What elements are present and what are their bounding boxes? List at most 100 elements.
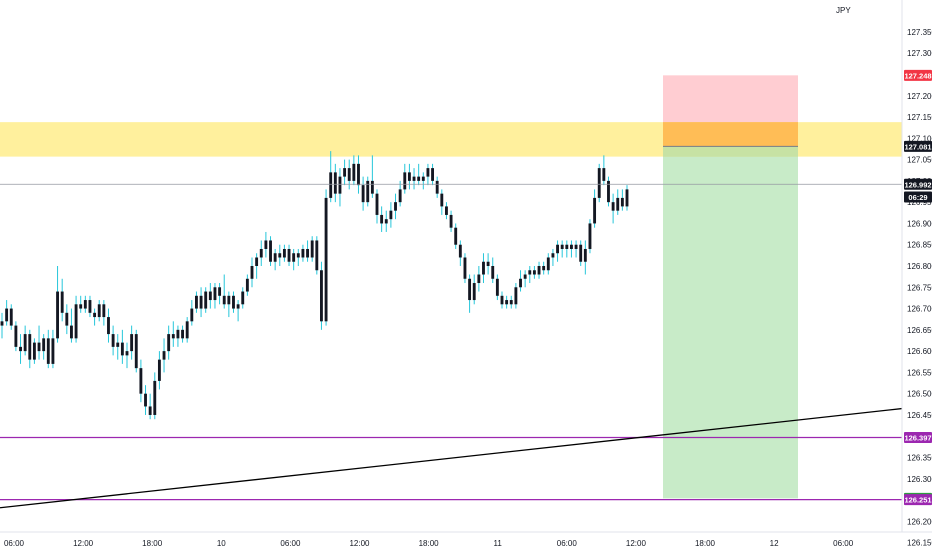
candle[interactable] [352, 155, 356, 186]
candle[interactable] [111, 325, 115, 356]
candle[interactable] [458, 240, 462, 266]
candle[interactable] [574, 240, 578, 258]
candle[interactable] [486, 253, 490, 275]
candle[interactable] [611, 193, 615, 224]
candle[interactable] [171, 321, 175, 347]
candle[interactable] [144, 385, 147, 415]
price-tag[interactable]: 06:29 [904, 191, 932, 203]
candle[interactable] [445, 202, 448, 220]
candle[interactable] [343, 159, 347, 186]
candle[interactable] [42, 334, 46, 360]
candle[interactable] [417, 163, 421, 186]
candle[interactable] [116, 334, 120, 360]
candle[interactable] [560, 240, 564, 258]
candle[interactable] [421, 172, 425, 190]
candle[interactable] [472, 274, 476, 305]
candle[interactable] [449, 210, 453, 232]
candle[interactable] [167, 325, 171, 360]
candle[interactable] [320, 261, 323, 330]
trend-line[interactable] [0, 407, 903, 509]
candle[interactable] [236, 300, 240, 322]
candle[interactable] [287, 244, 291, 266]
candle[interactable] [93, 308, 97, 326]
candle[interactable] [384, 210, 388, 232]
candle[interactable] [431, 163, 434, 186]
candle[interactable] [389, 202, 393, 228]
candle[interactable] [616, 189, 620, 215]
candle[interactable] [583, 240, 587, 275]
candle[interactable] [426, 163, 430, 186]
candle[interactable] [370, 155, 374, 198]
time-axis[interactable]: 06:00 12:00 18:00 10 06:00 12:00 18:00 11 06:00 1… [4, 539, 854, 548]
candle[interactable] [46, 329, 50, 369]
candle[interactable] [227, 291, 231, 318]
candle[interactable] [125, 342, 129, 369]
candle[interactable] [153, 372, 157, 420]
candle[interactable] [514, 283, 518, 309]
candle[interactable] [218, 283, 222, 305]
candle[interactable] [9, 304, 13, 330]
candle[interactable] [157, 351, 161, 390]
candle[interactable] [162, 338, 166, 373]
candle[interactable] [60, 278, 64, 322]
candle[interactable] [509, 295, 513, 309]
candle[interactable] [107, 308, 110, 343]
candle[interactable] [532, 266, 536, 279]
candle[interactable] [273, 248, 277, 271]
candle[interactable] [357, 155, 360, 194]
candle[interactable] [546, 253, 550, 275]
candle[interactable] [74, 295, 78, 343]
candle[interactable] [435, 176, 439, 198]
candle[interactable] [310, 236, 314, 262]
candle[interactable] [70, 308, 73, 343]
candle[interactable] [361, 176, 365, 211]
candle[interactable] [597, 163, 601, 203]
candle[interactable] [56, 266, 59, 343]
candle[interactable] [593, 189, 597, 228]
candle[interactable] [625, 185, 629, 211]
price-tag[interactable]: 127.081 [904, 140, 932, 152]
candle[interactable] [579, 240, 583, 266]
candle[interactable] [398, 180, 402, 207]
candle[interactable] [282, 244, 286, 262]
candle[interactable] [83, 295, 87, 313]
candle[interactable] [259, 240, 263, 266]
candle[interactable] [468, 274, 472, 313]
candle[interactable] [222, 274, 226, 309]
candle[interactable] [97, 300, 101, 322]
candle[interactable] [463, 253, 467, 284]
candle[interactable] [65, 304, 69, 335]
candle[interactable] [407, 163, 411, 190]
price-tag[interactable]: 126.992 [904, 178, 932, 190]
candle[interactable] [556, 240, 559, 262]
price-tag[interactable]: 126.251 [904, 494, 932, 506]
candle[interactable] [491, 257, 495, 284]
candle[interactable] [454, 223, 458, 249]
candle[interactable] [245, 274, 249, 296]
candle[interactable] [528, 266, 532, 284]
candle[interactable] [199, 287, 203, 318]
candle[interactable] [204, 287, 208, 313]
take-profit-zone[interactable] [663, 146, 798, 499]
candle[interactable] [264, 231, 268, 258]
candle[interactable] [620, 189, 624, 211]
candle[interactable] [269, 236, 272, 266]
candle[interactable] [607, 176, 610, 207]
candle[interactable] [23, 325, 27, 356]
candle[interactable] [195, 291, 198, 313]
candle[interactable] [190, 300, 194, 326]
candle[interactable] [32, 338, 36, 364]
candle[interactable] [181, 325, 184, 343]
candle[interactable] [102, 300, 106, 326]
candle[interactable] [139, 359, 143, 403]
candle[interactable] [523, 270, 527, 288]
candle[interactable] [232, 291, 235, 313]
price-tag[interactable]: 126.397 [904, 432, 932, 444]
candle[interactable] [588, 219, 592, 254]
candle[interactable] [14, 321, 18, 352]
candle[interactable] [366, 176, 370, 207]
candle[interactable] [79, 295, 83, 313]
candle[interactable] [403, 163, 407, 194]
candle[interactable] [394, 193, 397, 220]
